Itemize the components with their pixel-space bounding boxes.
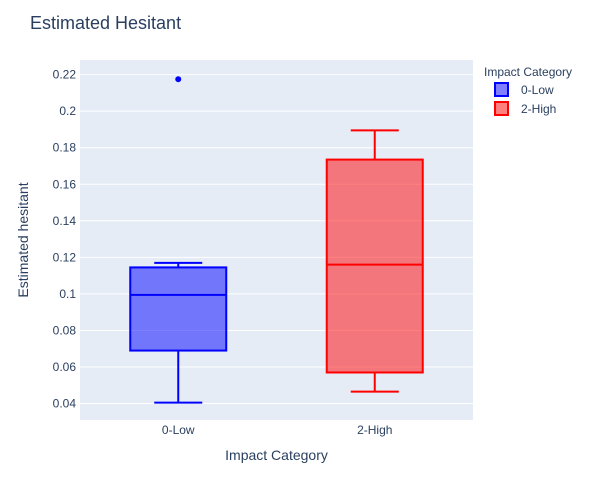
outlier-point xyxy=(175,76,182,83)
x-tick-label: 0-Low xyxy=(162,423,195,437)
legend-title: Impact Category xyxy=(484,65,572,79)
y-tick-label: 0.2 xyxy=(59,104,76,118)
legend-item-0-low: 0-Low xyxy=(494,82,554,97)
boxes-layer xyxy=(129,76,424,404)
legend: Impact Category 0-Low 2-High xyxy=(484,65,572,116)
y-tick-label: 0.22 xyxy=(53,68,77,82)
y-tick-labels: 0.04 0.06 0.08 0.1 0.12 0.14 0.16 0.18 0.2 0.22 xyxy=(53,68,77,411)
y-tick-label: 0.16 xyxy=(53,177,77,191)
legend-label: 2-High xyxy=(521,102,556,116)
iqr-box xyxy=(129,266,228,352)
y-tick-label: 0.14 xyxy=(53,214,77,228)
y-axis-label: Estimated hesitant xyxy=(15,182,31,297)
y-tick-label: 0.04 xyxy=(53,397,77,411)
legend-label: 0-Low xyxy=(521,83,554,97)
x-axis-label: Impact Category xyxy=(225,447,328,463)
y-tick-label: 0.1 xyxy=(59,287,76,301)
y-tick-label: 0.18 xyxy=(53,141,77,155)
x-tick-label: 2-High xyxy=(357,423,392,437)
legend-swatch xyxy=(494,101,509,116)
y-tick-label: 0.08 xyxy=(53,323,77,337)
y-tick-label: 0.06 xyxy=(53,360,77,374)
legend-item-2-high: 2-High xyxy=(494,101,556,116)
box-2-high xyxy=(325,129,424,393)
x-tick-labels: 0-Low 2-High xyxy=(162,423,393,437)
y-tick-label: 0.12 xyxy=(53,250,77,264)
legend-items: 0-Low 2-High xyxy=(494,82,556,116)
box-0-low xyxy=(129,76,228,404)
chart-title: Estimated Hesitant xyxy=(30,13,181,33)
legend-swatch xyxy=(494,82,509,97)
iqr-box xyxy=(325,158,424,374)
